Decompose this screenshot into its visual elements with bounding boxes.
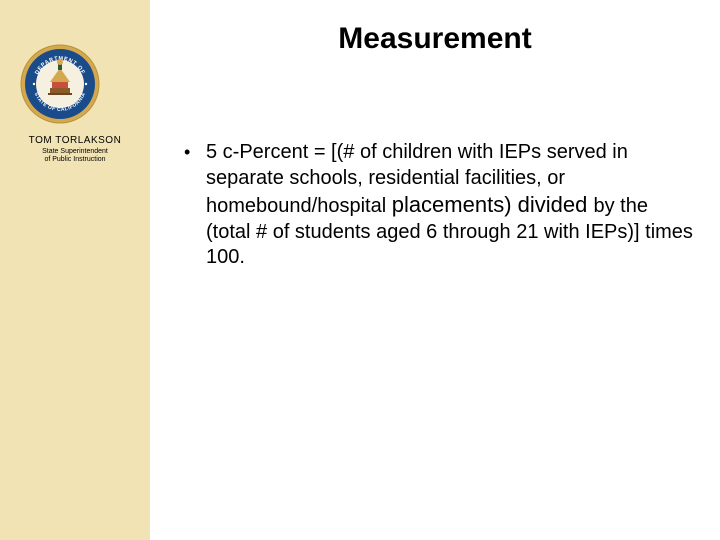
state-seal-logo: DEPARTMENT OF STATE OF CALIFORNIA [20, 44, 100, 124]
sidebar-person-title: State Superintendent of Public Instructi… [0, 148, 150, 165]
bullet-marker: • [184, 140, 206, 165]
bullet-item: • 5 c-Percent = [(# of children with IEP… [184, 140, 694, 271]
bullet-segment-2: placements) divided [392, 192, 594, 217]
bullet-content: 5 c-Percent = [(# of children with IEPs … [206, 140, 694, 271]
page-title: Measurement [150, 22, 720, 56]
sidebar-person-name: TOM TORLAKSON [0, 135, 150, 146]
sidebar: DEPARTMENT OF STATE OF CALIFORNIA TOM TO… [0, 0, 150, 540]
main-content: Measurement • 5 c-Percent = [(# of child… [150, 0, 720, 540]
body-text: • 5 c-Percent = [(# of children with IEP… [184, 140, 694, 271]
sidebar-title-line2: of Public Instruction [44, 156, 105, 163]
sidebar-title-line1: State Superintendent [42, 148, 108, 155]
